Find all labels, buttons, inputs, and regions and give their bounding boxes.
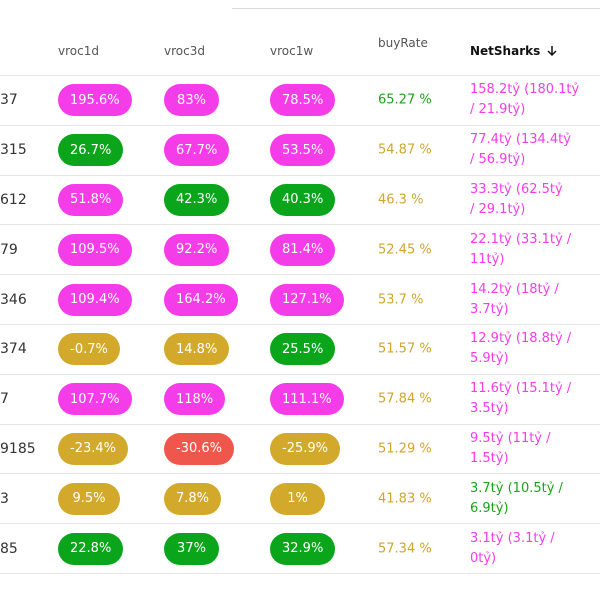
v1d-badge: 9.5% <box>58 482 120 515</box>
table-row[interactable]: 612 51.8% 42.3% 40.3% 46.3 % 33.3tỷ (62.5tỷ / … <box>0 176 600 226</box>
table-row[interactable]: 3 9.5% 7.8% 1% 41.83 % 3.7tỷ (10.5tỷ /6.9tỷ) <box>0 474 600 525</box>
v1d-badge: 51.8% <box>58 183 124 216</box>
buyrate-value: 57.34 % <box>378 541 432 557</box>
row-id: 7 <box>0 391 9 408</box>
v1w-badge: 127.1% <box>270 283 344 316</box>
v1w-badge: 25.5% <box>270 333 336 366</box>
v1d-badge: -23.4% <box>58 432 128 465</box>
v1w-badge: -25.9% <box>270 432 340 465</box>
buyrate-value: 54.87 % <box>378 142 432 158</box>
v1w-badge: 32.9% <box>270 532 336 565</box>
col-header-vroc1w[interactable]: vroc1w <box>270 44 314 58</box>
row-id: 37 <box>0 92 18 109</box>
v1w-badge: 81.4% <box>270 233 336 266</box>
v1w-badge: 78.5% <box>270 84 336 117</box>
v1d-badge: 195.6% <box>58 84 132 117</box>
buyrate-value: 53.7 % <box>378 292 424 308</box>
v3d-badge: -30.6% <box>164 432 234 465</box>
buyrate-value: 46.3 % <box>378 192 424 208</box>
v1w-badge: 111.1% <box>270 383 344 416</box>
v3d-badge: 7.8% <box>164 482 222 515</box>
v3d-badge: 67.7% <box>164 134 230 167</box>
v3d-badge: 164.2% <box>164 283 238 316</box>
row-id: 346 <box>0 291 27 308</box>
table-row[interactable]: 7 107.7% 118% 111.1% 57.84 % 11.6tỷ (15.1tỷ /… <box>0 375 600 425</box>
buyrate-value: 65.27 % <box>378 92 432 108</box>
row-id: 85 <box>0 540 18 557</box>
col-header-netsharks[interactable]: NetSharks <box>470 44 558 58</box>
arrow-down-icon <box>547 46 557 57</box>
table-header: vroc1d vroc3d vroc1w buyRate NetSharks <box>0 26 600 74</box>
table-row[interactable]: 9185 -23.4% -30.6% -25.9% 51.29 % 9.5tỷ (11tỷ… <box>0 425 600 475</box>
v1d-badge: 109.5% <box>58 233 132 266</box>
netsharks-value: 158.2tỷ (180.1tỷ/ 21.9tỷ) <box>470 82 580 118</box>
netsharks-value: 22.1tỷ (33.1tỷ /11tỷ) <box>470 231 572 267</box>
top-divider <box>232 8 600 9</box>
col-header-vroc3d[interactable]: vroc3d <box>164 44 205 58</box>
col-header-buyrate[interactable]: buyRate <box>378 36 428 50</box>
col-header-vroc1d[interactable]: vroc1d <box>58 44 99 58</box>
v3d-badge: 14.8% <box>164 333 230 366</box>
col-header-netsharks-label: NetSharks <box>470 44 541 58</box>
row-id: 315 <box>0 142 27 159</box>
row-id: 374 <box>0 341 27 358</box>
row-id: 612 <box>0 191 27 208</box>
v1w-badge: 1% <box>270 482 325 515</box>
v3d-badge: 118% <box>164 383 226 416</box>
netsharks-value: 3.7tỷ (10.5tỷ /6.9tỷ) <box>470 480 563 516</box>
v1d-badge: -0.7% <box>58 333 120 366</box>
table-row[interactable]: 315 26.7% 67.7% 53.5% 54.87 % 77.4tỷ (134.4tỷ… <box>0 126 600 176</box>
netsharks-value: 11.6tỷ (15.1tỷ /3.5tỷ) <box>470 381 572 417</box>
v3d-badge: 83% <box>164 84 219 117</box>
netsharks-value: 9.5tỷ (11tỷ /1.5tỷ) <box>470 430 551 466</box>
buyrate-value: 51.57 % <box>378 341 432 357</box>
v1w-badge: 40.3% <box>270 183 336 216</box>
netsharks-value: 12.9tỷ (18.8tỷ /5.9tỷ) <box>470 331 572 367</box>
v3d-badge: 37% <box>164 532 219 565</box>
row-id: 3 <box>0 490 9 507</box>
netsharks-value: 77.4tỷ (134.4tỷ/ 56.9tỷ) <box>470 132 571 168</box>
buyrate-value: 52.45 % <box>378 242 432 258</box>
v1d-badge: 109.4% <box>58 283 132 316</box>
buyrate-value: 41.83 % <box>378 491 432 507</box>
table-row[interactable]: 346 109.4% 164.2% 127.1% 53.7 % 14.2tỷ (18tỷ … <box>0 275 600 325</box>
buyrate-value: 57.84 % <box>378 391 432 407</box>
table-row[interactable]: 85 22.8% 37% 32.9% 57.34 % 3.1tỷ (3.1tỷ /0tỷ) <box>0 524 600 574</box>
table-row[interactable]: 374 -0.7% 14.8% 25.5% 51.57 % 12.9tỷ (18.8tỷ … <box>0 325 600 375</box>
netsharks-value: 3.1tỷ (3.1tỷ /0tỷ) <box>470 530 555 566</box>
table-row[interactable]: 37 195.6% 83% 78.5% 65.27 % 158.2tỷ (180.1tỷ /… <box>0 76 600 126</box>
v1d-badge: 22.8% <box>58 532 124 565</box>
v3d-badge: 42.3% <box>164 183 230 216</box>
v3d-badge: 92.2% <box>164 233 230 266</box>
v1d-badge: 26.7% <box>58 134 124 167</box>
netsharks-value: 33.3tỷ (62.5tỷ/ 29.1tỷ) <box>470 181 563 217</box>
table-row[interactable]: 79 109.5% 92.2% 81.4% 52.45 % 22.1tỷ (33.1tỷ … <box>0 225 600 276</box>
v1d-badge: 107.7% <box>58 383 132 416</box>
buyrate-value: 51.29 % <box>378 441 432 457</box>
v1w-badge: 53.5% <box>270 134 336 167</box>
netsharks-value: 14.2tỷ (18tỷ /3.7tỷ) <box>470 281 559 317</box>
header-divider <box>0 75 600 76</box>
row-id: 9185 <box>0 440 36 457</box>
row-id: 79 <box>0 241 18 258</box>
